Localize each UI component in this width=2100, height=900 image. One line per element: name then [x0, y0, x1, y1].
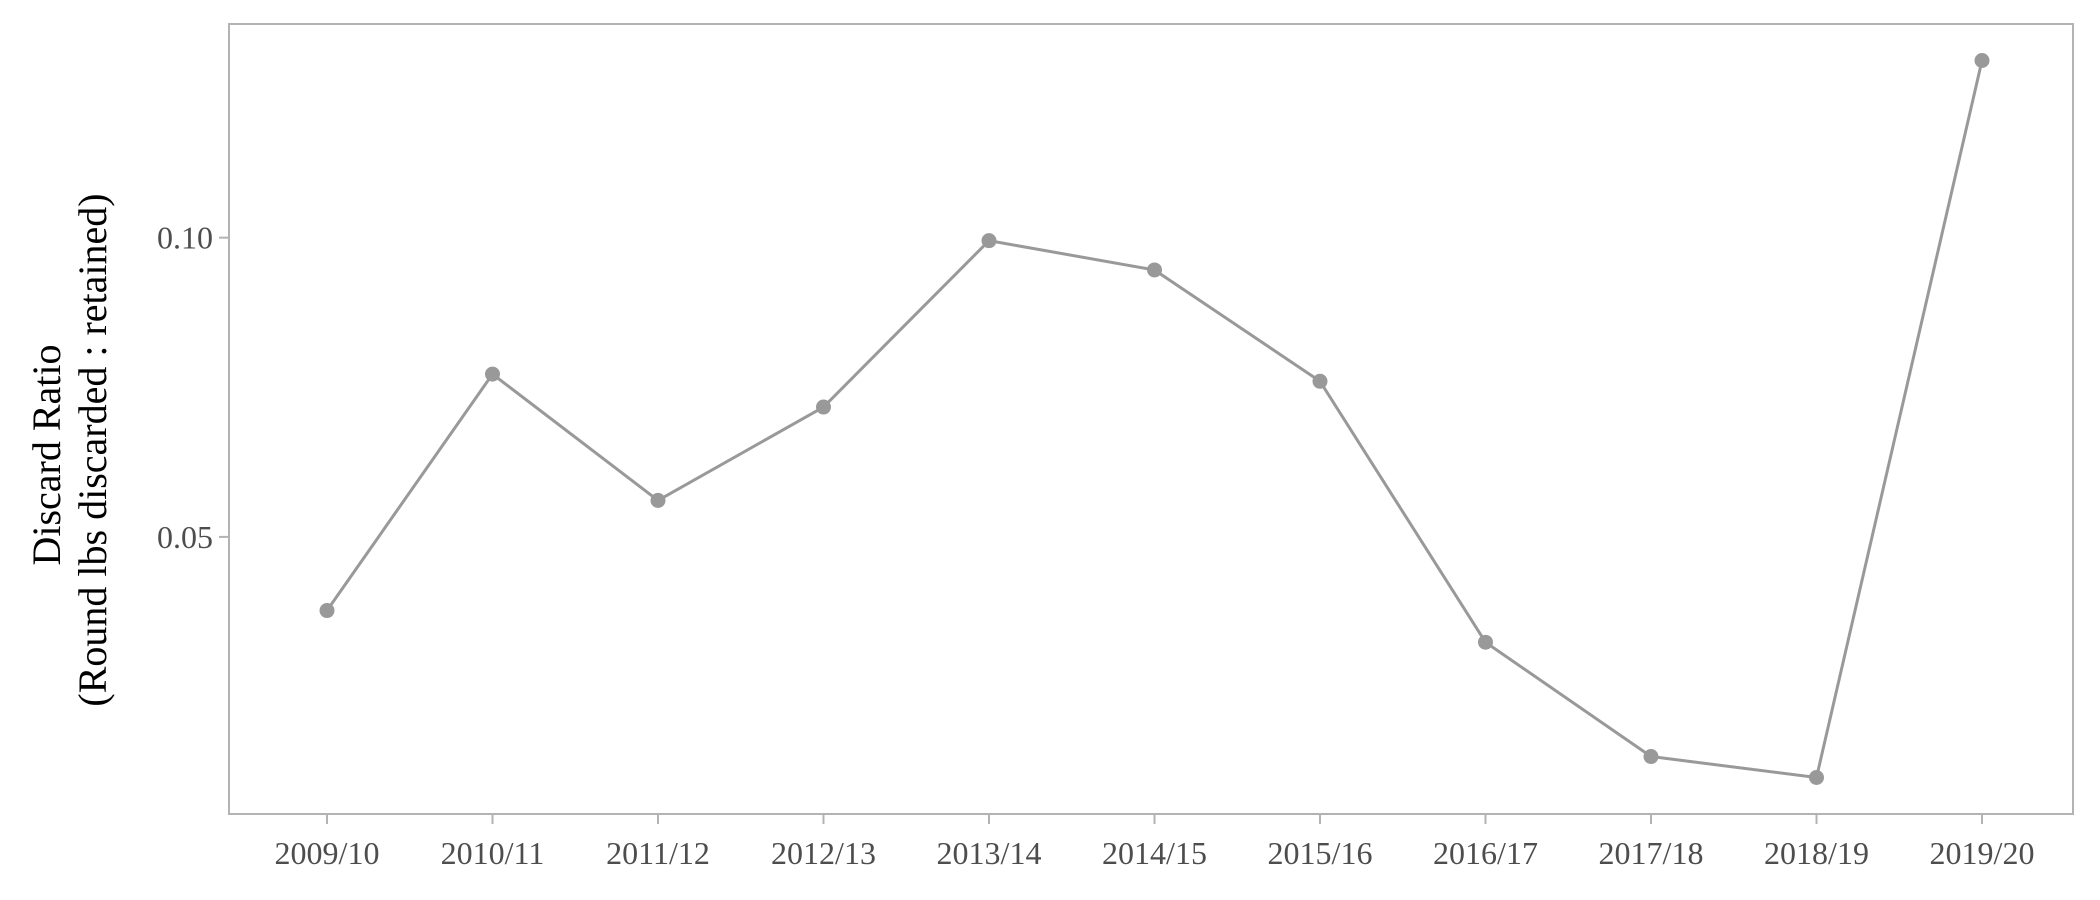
x-tick-label: 2011/12: [606, 835, 710, 871]
data-point: [1974, 53, 1990, 69]
data-point: [1643, 749, 1659, 765]
data-point: [1147, 262, 1162, 278]
y-axis-title: Discard Ratio (Round lbs discarded : ret…: [24, 193, 115, 706]
x-tick-label: 2010/11: [441, 835, 545, 871]
data-point: [319, 603, 335, 619]
y-tick-label: 0.10: [157, 220, 213, 256]
data-point: [1312, 373, 1328, 389]
y-axis-ticks: 0.05 0.10: [157, 220, 229, 555]
y-axis-title-line2: (Round lbs discarded : retained): [70, 193, 115, 706]
x-tick-label: 2017/18: [1599, 835, 1704, 871]
data-point: [1478, 634, 1493, 650]
series-layer: [319, 53, 1990, 785]
data-point: [650, 492, 666, 508]
data-point: [1809, 769, 1824, 785]
data-point: [981, 233, 997, 249]
x-tick-label: 2009/10: [275, 835, 380, 871]
x-tick-label: 2012/13: [771, 835, 876, 871]
x-tick-label: 2016/17: [1433, 835, 1538, 871]
x-tick-label: 2019/20: [1930, 835, 2035, 871]
y-tick-label: 0.05: [157, 519, 213, 555]
plot-panel: [228, 23, 2074, 815]
x-tick-label: 2013/14: [937, 835, 1042, 871]
x-tick-label: 2018/19: [1764, 835, 1869, 871]
x-tick-label: 2014/15: [1102, 835, 1207, 871]
data-point: [816, 399, 831, 415]
y-axis-title-line1: Discard Ratio: [24, 344, 69, 565]
x-axis-ticks: 2009/10 2010/11 2011/12 2012/13 2013/14 2014/…: [275, 814, 2035, 871]
data-point: [485, 366, 500, 382]
x-tick-label: 2015/16: [1268, 835, 1373, 871]
